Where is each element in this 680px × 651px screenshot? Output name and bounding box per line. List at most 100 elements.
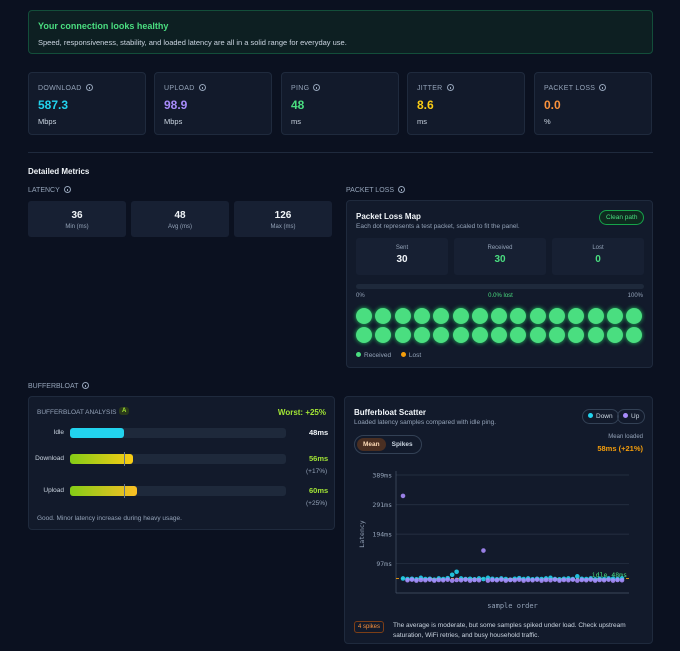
packet-received-dot [568, 308, 585, 324]
banner-subtitle: Speed, responsiveness, stability, and lo… [38, 38, 347, 47]
scatter-point-up [409, 577, 415, 582]
worst-value: Worst: +25% [277, 408, 326, 417]
received-box: Received 30 [454, 238, 546, 275]
scatter-point-up [476, 577, 482, 583]
info-icon[interactable] [599, 84, 607, 91]
scatter-footnote: The average is moderate, but some sample… [393, 622, 626, 639]
latency-stat-box: 36 Min (ms) [28, 201, 126, 237]
metric-label: PACKET LOSS [544, 84, 607, 92]
scatter-point-down [400, 576, 406, 581]
info-icon[interactable] [397, 186, 405, 193]
scatter-point-down [481, 576, 486, 582]
scatter-point-up [619, 577, 625, 583]
scale-min: 0% [356, 293, 365, 299]
scatter-point-up [583, 577, 589, 583]
packet-received-dot [587, 327, 604, 343]
scatter-point-up [503, 578, 509, 583]
latency-value: 126 [274, 210, 292, 221]
metric-value: 8.6 [417, 98, 434, 112]
scatter-point-up [445, 577, 450, 582]
packet-loss-title: Packet Loss Map [356, 212, 421, 221]
scatter-point-up [418, 577, 424, 583]
packet-received-dot [433, 327, 450, 343]
scatter-point-up [570, 577, 576, 582]
packet-received-dot [606, 327, 623, 343]
bufferbloat-card: BUFFERBLOAT ANALYSIS A Worst: +25% Good.… [28, 396, 335, 530]
scatter-point-up [588, 577, 594, 582]
packet-loss-legend: Received Lost [356, 352, 421, 359]
info-icon[interactable] [63, 186, 71, 193]
scale-max: 100% [627, 293, 643, 299]
scatter-point-down [449, 572, 455, 578]
latency-value: 48 [174, 210, 186, 221]
metric-label: PING [291, 84, 321, 92]
tab-mean[interactable]: Mean [357, 438, 386, 451]
tab-spikes[interactable]: Spikes [391, 441, 413, 448]
latency-stat-box: 48 Avg (ms) [131, 201, 229, 237]
scatter-subtitle: Loaded latency samples compared with idl… [354, 419, 497, 426]
clean-path-badge: Clean path [599, 210, 645, 225]
packet-received-dot [413, 308, 430, 324]
metric-label: UPLOAD [164, 84, 206, 92]
bufferbloat-bar-fill [70, 454, 133, 464]
scatter-point-up [606, 577, 611, 582]
mean-loaded-value: 58ms (+21%) [597, 444, 643, 453]
bufferbloat-label: BUFFERBLOAT [28, 382, 90, 390]
mean-loaded-label: Mean loaded [608, 434, 643, 440]
latency-value: 36 [71, 210, 83, 221]
info-icon[interactable] [85, 84, 93, 91]
scatter-point-up [405, 577, 410, 583]
packet-received-dot [394, 308, 411, 324]
scatter-point-up [561, 577, 567, 583]
bufferbloat-note: Good. Minor latency increase during heav… [37, 515, 182, 522]
metric-unit: % [544, 117, 551, 126]
bufferbloat-row-label: Download [35, 455, 64, 462]
idle-reference-label: idle 48ms [592, 571, 627, 579]
lost-legend-dot [400, 352, 406, 357]
y-tick-label: 291ms [372, 501, 392, 509]
packet-received-dot [587, 308, 604, 324]
scatter-point-up [615, 577, 620, 583]
scatter-point-up [400, 493, 406, 499]
scatter-point-down [575, 574, 580, 579]
lost-box: Lost 0 [552, 238, 644, 275]
packet-received-dot [356, 327, 372, 343]
metric-card-packet-loss: PACKET LOSS 0.0% [534, 72, 652, 135]
packet-received-dot [510, 327, 527, 343]
info-icon[interactable] [446, 84, 454, 91]
scatter-point-up [499, 577, 504, 582]
info-icon[interactable] [313, 84, 321, 91]
scatter-point-up [512, 577, 518, 583]
scatter-point-up [454, 577, 459, 583]
packet-received-dot [356, 308, 372, 324]
legend-up-toggle[interactable]: Up [617, 409, 646, 424]
bufferbloat-row-value: 56ms [309, 454, 329, 463]
idle-marker [124, 452, 125, 466]
y-tick-label: 97ms [376, 560, 392, 568]
legend-down-toggle[interactable]: Down [582, 409, 619, 424]
scatter-point-up [463, 577, 468, 582]
scatter-tabs: Mean Spikes [354, 435, 422, 454]
info-icon[interactable] [82, 382, 90, 389]
scatter-point-up [449, 578, 455, 583]
packet-received-dot [375, 308, 392, 324]
metric-card-upload: UPLOAD 98.9 Mbps [154, 72, 272, 135]
metric-value: 98.9 [164, 98, 188, 112]
packet-received-dot [549, 308, 565, 324]
scatter-point-up [534, 577, 540, 582]
scatter-point-up [597, 577, 602, 583]
bufferbloat-row-label: Idle [53, 429, 64, 436]
scatter-point-up [481, 548, 486, 553]
info-icon[interactable] [198, 84, 206, 91]
packet-loss-subtitle: Each dot represents a test packet, scale… [356, 223, 520, 230]
latency-caption: Avg (ms) [168, 224, 192, 230]
scatter-point-up [436, 577, 442, 583]
packet-received-dot [606, 308, 623, 324]
packet-loss-label: PACKET LOSS [346, 186, 405, 194]
scatter-point-up [431, 578, 437, 583]
scatter-point-up [548, 577, 553, 583]
bufferbloat-bar-track [70, 484, 286, 498]
scatter-point-up [427, 577, 433, 582]
bufferbloat-row-delta: (+25%) [306, 500, 328, 507]
health-banner: Your connection looks healthy Speed, res… [28, 10, 653, 54]
